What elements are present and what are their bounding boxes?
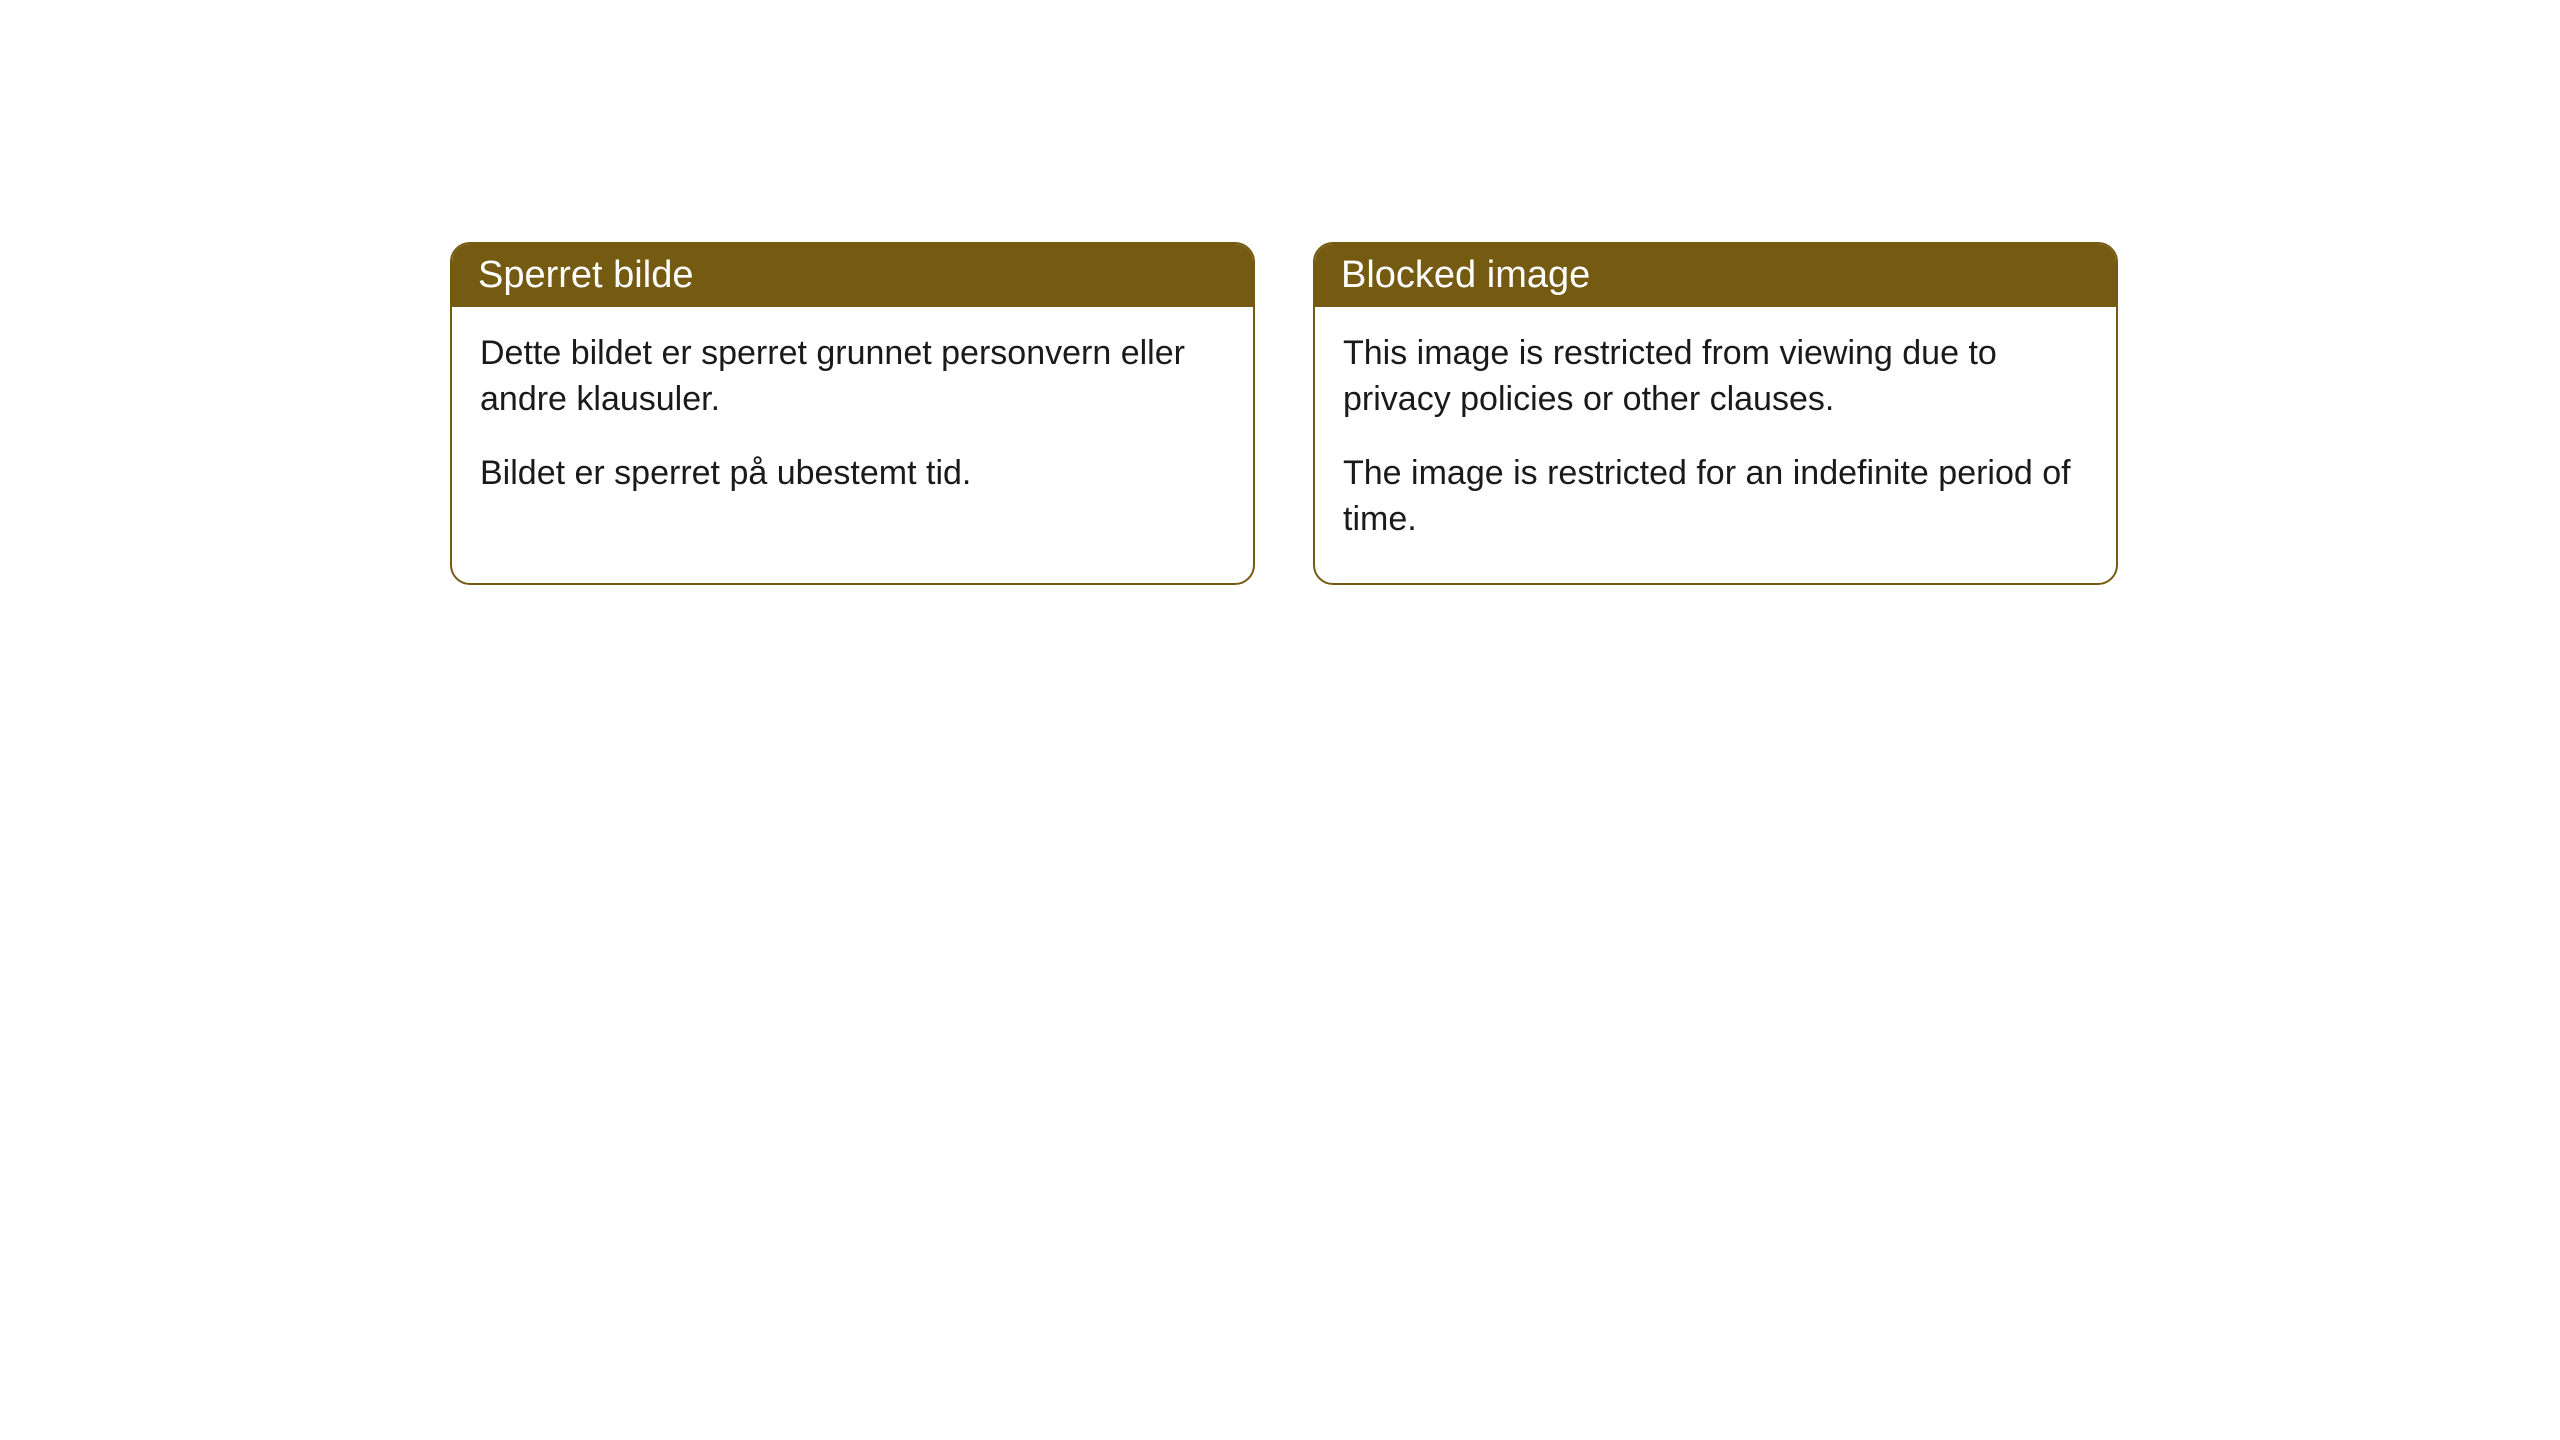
card-paragraph: Bildet er sperret på ubestemt tid. <box>480 451 1225 497</box>
card-title: Sperret bilde <box>478 254 693 296</box>
card-body: This image is restricted from viewing du… <box>1315 307 2116 583</box>
card-header: Blocked image <box>1315 244 2116 307</box>
card-body: Dette bildet er sperret grunnet personve… <box>452 307 1253 537</box>
card-paragraph: The image is restricted for an indefinit… <box>1343 451 2088 543</box>
card-paragraph: This image is restricted from viewing du… <box>1343 331 2088 423</box>
notice-card-english: Blocked image This image is restricted f… <box>1313 242 2118 585</box>
card-paragraph: Dette bildet er sperret grunnet personve… <box>480 331 1225 423</box>
card-title: Blocked image <box>1341 254 1590 296</box>
notice-container: Sperret bilde Dette bildet er sperret gr… <box>0 0 2560 585</box>
notice-card-norwegian: Sperret bilde Dette bildet er sperret gr… <box>450 242 1255 585</box>
card-header: Sperret bilde <box>452 244 1253 307</box>
